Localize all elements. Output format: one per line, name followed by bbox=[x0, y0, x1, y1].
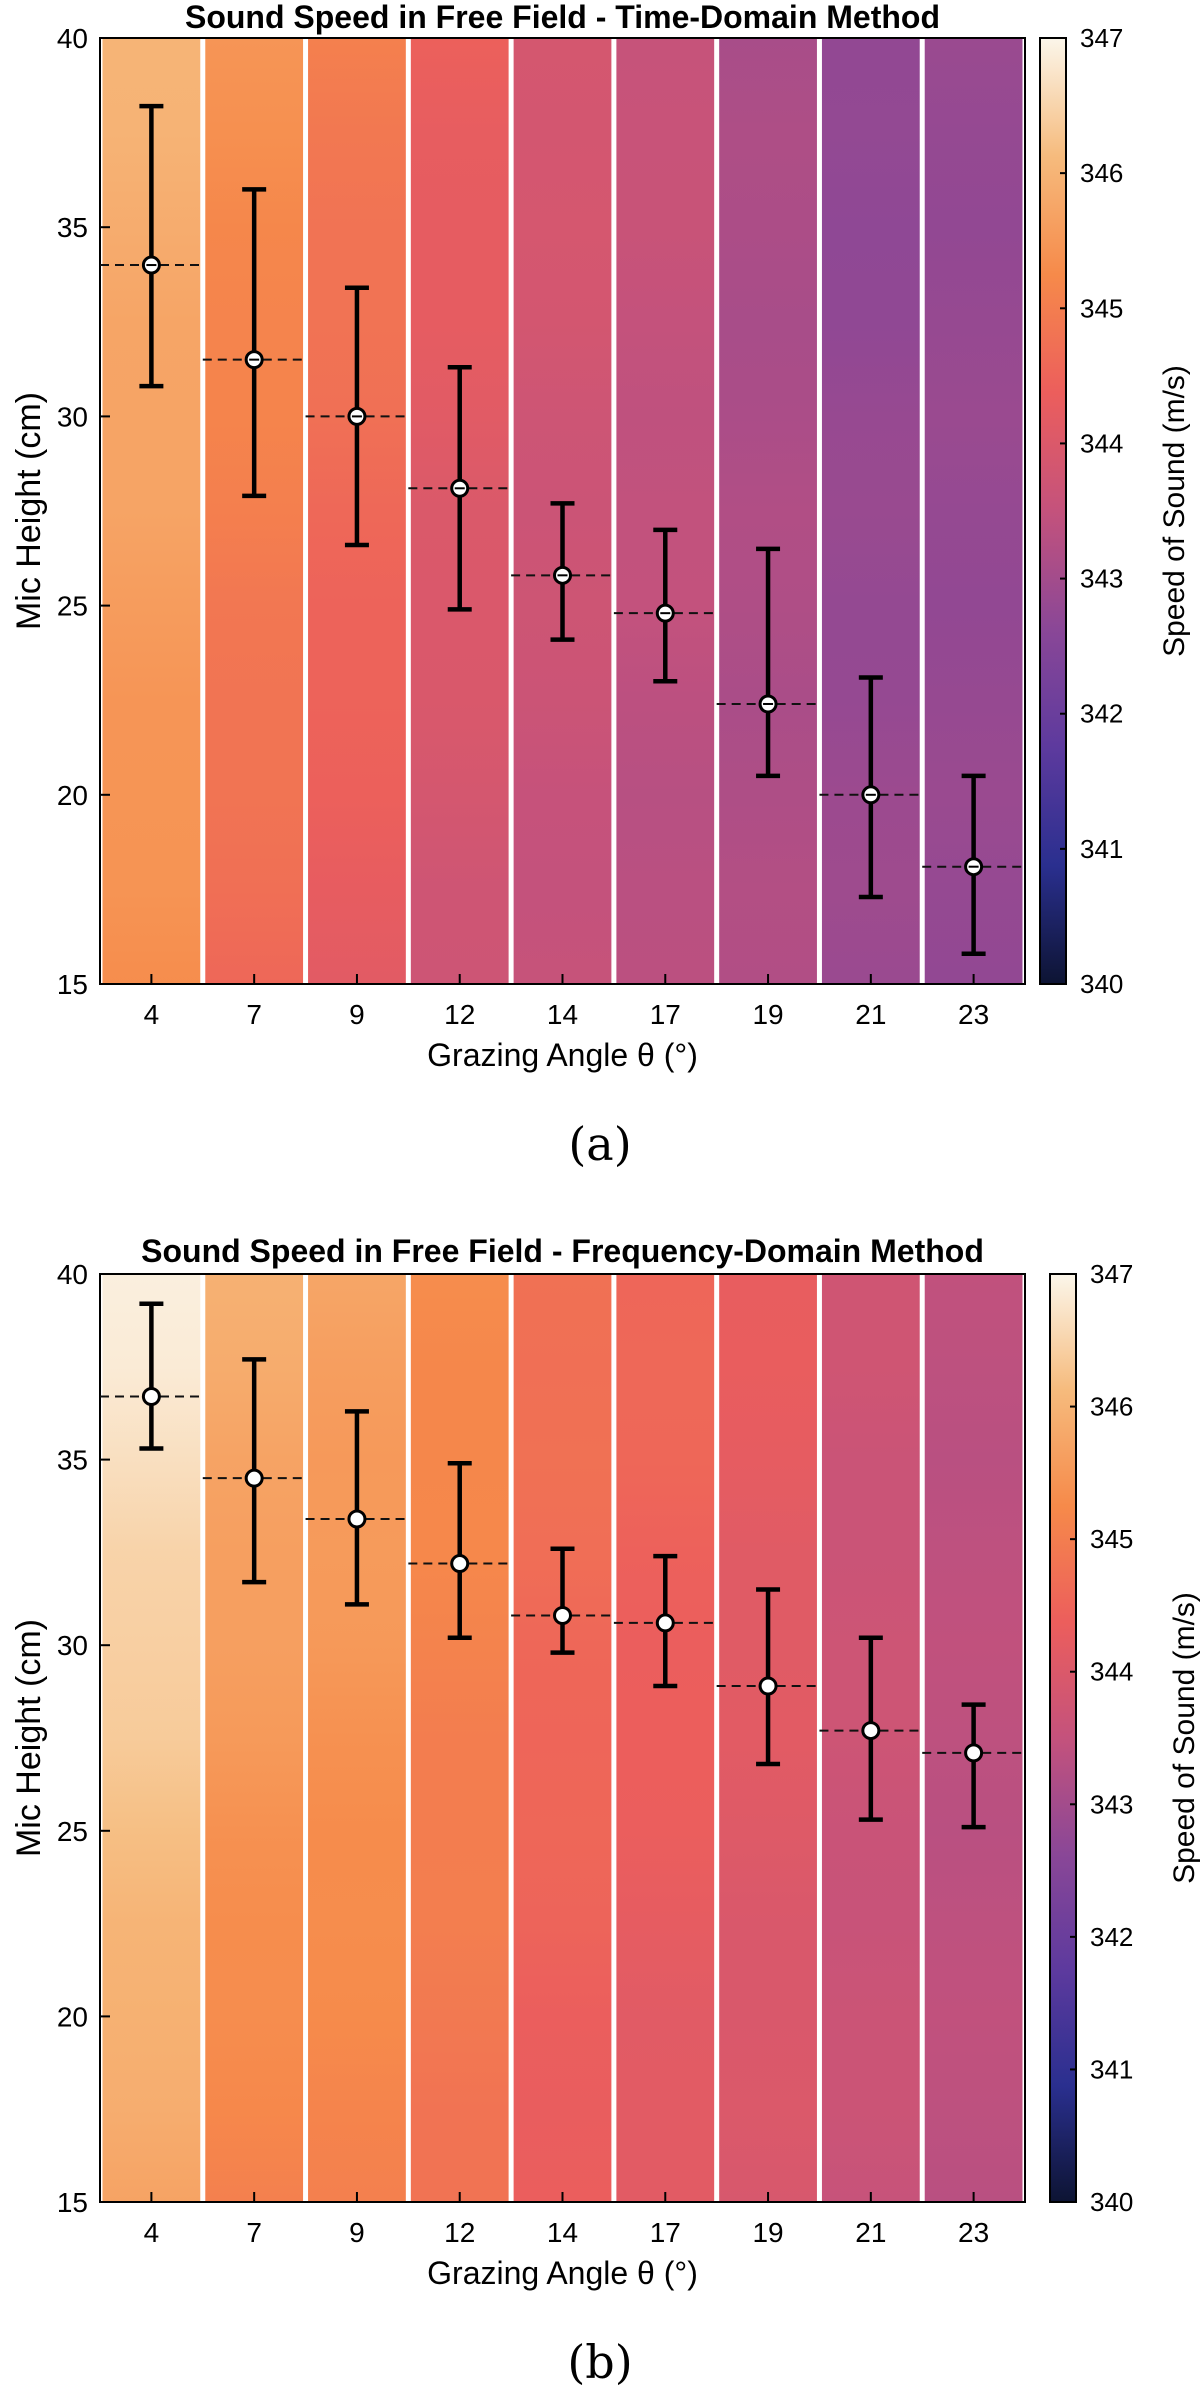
colorbar bbox=[1039, 37, 1067, 985]
y-tick-label: 35 bbox=[57, 1445, 88, 1476]
x-tick-label: 4 bbox=[144, 999, 160, 1030]
colorbar-tick-label: 343 bbox=[1090, 1789, 1133, 1819]
y-axis-label: Mic Height (cm) bbox=[10, 1619, 48, 1857]
y-tick-label: 40 bbox=[57, 23, 88, 54]
y-tick-label: 15 bbox=[57, 2187, 88, 2218]
colorbar-tick-label: 347 bbox=[1080, 23, 1123, 53]
y-tick-label: 30 bbox=[57, 401, 88, 432]
x-tick-label: 17 bbox=[650, 999, 681, 1030]
x-tick-label: 21 bbox=[855, 999, 886, 1030]
data-point bbox=[758, 1676, 778, 1696]
data-point bbox=[861, 1721, 881, 1741]
x-tick-label: 23 bbox=[958, 999, 989, 1030]
x-tick-label: 23 bbox=[958, 2217, 989, 2248]
x-tick-label: 4 bbox=[144, 2217, 160, 2248]
x-tick-label: 7 bbox=[246, 2217, 262, 2248]
colorbar-tick-label: 343 bbox=[1080, 564, 1123, 594]
chart-title: Sound Speed in Free Field - Frequency-Do… bbox=[141, 1233, 984, 1269]
data-point bbox=[244, 1468, 264, 1488]
panel-caption-a: (a) bbox=[568, 1117, 631, 1171]
x-tick-label: 19 bbox=[752, 999, 783, 1030]
heatmap-column bbox=[410, 1274, 509, 2202]
x-tick-label: 14 bbox=[547, 2217, 578, 2248]
heatmap-column bbox=[719, 38, 817, 984]
data-point bbox=[553, 1606, 572, 1626]
data-point bbox=[450, 1554, 470, 1574]
y-tick-label: 15 bbox=[57, 969, 88, 1000]
colorbar-tick-label: 344 bbox=[1080, 428, 1123, 458]
colorbar-tick-label: 341 bbox=[1080, 834, 1123, 864]
panel-a: Sound Speed in Free Field - Time-Domain … bbox=[10, 0, 1191, 1073]
data-point bbox=[141, 1386, 161, 1406]
colorbar-label: Speed of Sound (m/s) bbox=[1158, 365, 1191, 657]
colorbar-tick-label: 342 bbox=[1080, 699, 1123, 729]
colorbar-tick-label: 341 bbox=[1090, 2054, 1133, 2084]
y-tick-label: 30 bbox=[57, 1630, 88, 1661]
colorbar-tick-label: 346 bbox=[1090, 1392, 1133, 1422]
x-tick-label: 12 bbox=[444, 999, 475, 1030]
x-tick-label: 17 bbox=[650, 2217, 681, 2248]
data-point bbox=[347, 1509, 367, 1529]
data-point bbox=[655, 1613, 675, 1633]
colorbar-tick-label: 345 bbox=[1090, 1524, 1133, 1554]
colorbar-tick-label: 344 bbox=[1090, 1657, 1133, 1687]
x-tick-label: 12 bbox=[444, 2217, 475, 2248]
x-tick-label: 9 bbox=[349, 2217, 365, 2248]
colorbar-tick-label: 347 bbox=[1090, 1259, 1133, 1289]
panel-caption-b: (b) bbox=[567, 2335, 632, 2389]
y-tick-label: 20 bbox=[57, 780, 88, 811]
x-tick-label: 7 bbox=[246, 999, 262, 1030]
x-tick-label: 19 bbox=[752, 2217, 783, 2248]
x-tick-label: 21 bbox=[855, 2217, 886, 2248]
x-tick-label: 14 bbox=[547, 999, 578, 1030]
heatmap-column bbox=[205, 38, 304, 984]
y-tick-label: 35 bbox=[57, 212, 88, 243]
colorbar-tick-label: 346 bbox=[1080, 158, 1123, 188]
panel-b: Sound Speed in Free Field - Frequency-Do… bbox=[10, 1233, 1200, 2291]
data-point bbox=[964, 1743, 984, 1763]
heatmap-column bbox=[616, 1274, 715, 2202]
y-axis-label: Mic Height (cm) bbox=[10, 392, 48, 630]
heatmap-column bbox=[513, 1274, 612, 2202]
x-axis-label: Grazing Angle θ (°) bbox=[427, 1037, 698, 1073]
x-tick-label: 9 bbox=[349, 999, 365, 1030]
colorbar bbox=[1049, 1273, 1077, 2203]
colorbar-label: Speed of Sound (m/s) bbox=[1168, 1592, 1200, 1884]
heatmap-column bbox=[616, 38, 715, 984]
colorbar-tick-label: 340 bbox=[1080, 969, 1123, 999]
colorbar-tick-label: 340 bbox=[1090, 2187, 1133, 2217]
y-tick-label: 25 bbox=[57, 1816, 88, 1847]
colorbar-tick-label: 342 bbox=[1090, 1922, 1133, 1952]
x-axis-label: Grazing Angle θ (°) bbox=[427, 2255, 698, 2291]
colorbar-tick-label: 345 bbox=[1080, 293, 1123, 323]
y-tick-label: 20 bbox=[57, 2001, 88, 2032]
y-tick-label: 40 bbox=[57, 1259, 88, 1290]
y-tick-label: 25 bbox=[57, 591, 88, 622]
chart-title: Sound Speed in Free Field - Time-Domain … bbox=[185, 0, 940, 35]
